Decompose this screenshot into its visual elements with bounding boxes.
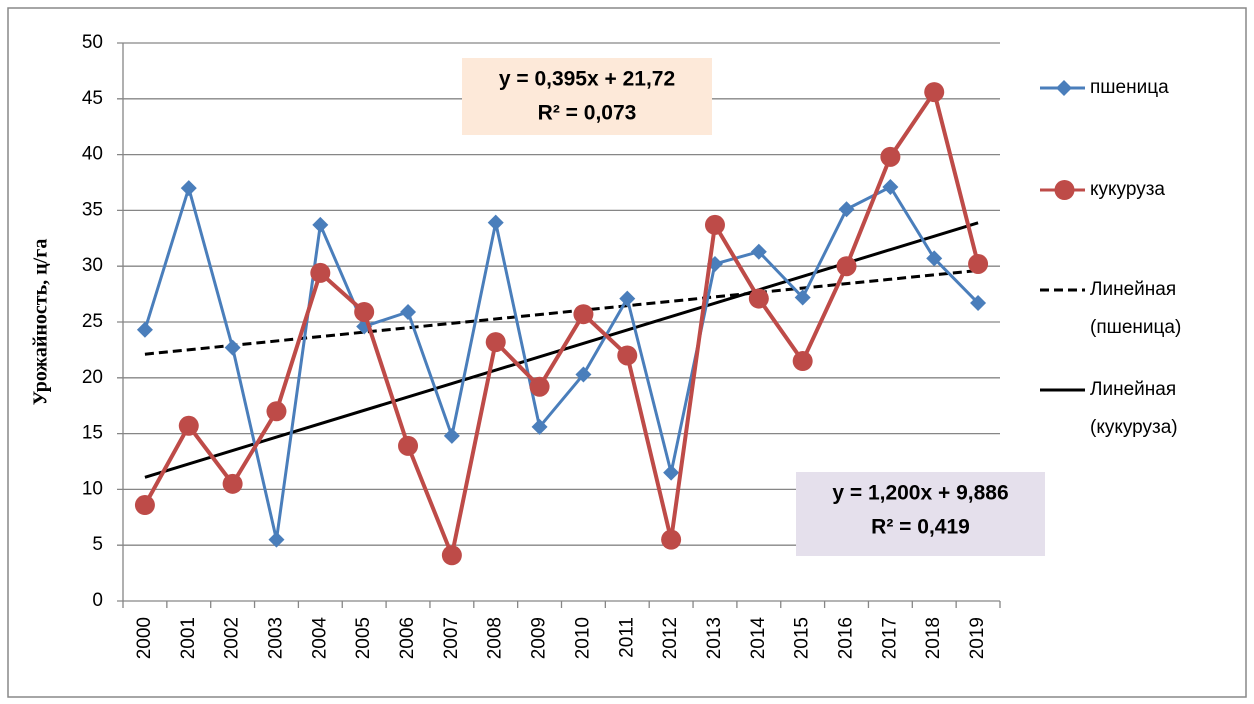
legend-label: кукуруза: [1090, 179, 1165, 200]
x-tick-label: 2006: [397, 617, 418, 659]
marker: [224, 339, 241, 356]
x-tick-label: 2017: [879, 617, 900, 659]
x-tick-label: 2005: [353, 617, 374, 659]
marker: [619, 290, 636, 307]
marker: [178, 415, 199, 436]
y-tick-label: 35: [82, 199, 103, 220]
x-tick-label: 2003: [265, 617, 286, 659]
y-tick-label: 15: [82, 423, 103, 444]
legend-label: Линейная (пшеница): [1090, 279, 1182, 338]
marker: [400, 303, 417, 320]
marker: [970, 295, 987, 312]
legend-marker: [1054, 180, 1075, 200]
y-tick-label: 0: [92, 590, 103, 611]
y-tick-label: 45: [82, 88, 103, 109]
x-tick-label: 2011: [616, 617, 637, 658]
y-tick-label: 50: [82, 32, 103, 53]
x-tick-label: 2007: [441, 617, 462, 659]
y-tick-label: 30: [82, 255, 103, 276]
marker: [398, 435, 419, 456]
x-tick-label: 2018: [923, 617, 944, 659]
x-tick-label: 2010: [572, 617, 593, 659]
x-tick-label: 2019: [967, 617, 988, 659]
marker: [838, 201, 855, 218]
y-axis-label: Урожайность, ц/га: [30, 239, 52, 406]
marker: [310, 262, 331, 283]
x-tick-label: 2016: [836, 617, 857, 659]
marker: [136, 321, 153, 338]
annotation-text: R² = 0,073: [538, 102, 637, 125]
marker: [968, 253, 989, 274]
marker: [485, 332, 506, 353]
marker: [792, 351, 813, 372]
x-tick-label: 2012: [660, 617, 681, 659]
legend-label: пшеница: [1090, 77, 1169, 98]
marker: [354, 301, 375, 322]
x-tick-label: 2008: [485, 617, 506, 659]
x-tick-label: 2009: [529, 617, 550, 659]
x-tick-label: 2013: [704, 617, 725, 659]
marker: [794, 289, 811, 306]
marker: [575, 366, 592, 383]
marker: [704, 214, 725, 235]
x-tick-label: 2015: [792, 617, 813, 659]
marker: [312, 216, 329, 233]
marker: [880, 146, 901, 167]
x-tick-label: 2004: [309, 617, 330, 660]
marker: [617, 345, 638, 366]
marker: [268, 531, 285, 548]
legend-marker: [1056, 80, 1072, 96]
legend-label: Линейная (кукуруза): [1090, 379, 1178, 438]
marker: [750, 243, 767, 260]
marker: [882, 178, 899, 195]
annotation-text: R² = 0,419: [871, 516, 970, 539]
annotation-text: y = 0,395x + 21,72: [499, 68, 675, 91]
annotation-box: [796, 472, 1045, 556]
y-tick-label: 40: [82, 144, 103, 165]
marker: [531, 418, 548, 435]
y-tick-label: 20: [82, 367, 103, 388]
x-tick-label: 2000: [134, 617, 155, 659]
marker: [441, 545, 462, 566]
annotation-box: [462, 58, 712, 135]
marker: [266, 401, 287, 422]
marker: [661, 529, 682, 550]
marker: [573, 304, 594, 325]
marker: [924, 82, 945, 103]
x-tick-label: 2002: [222, 617, 243, 659]
marker: [180, 180, 197, 197]
marker: [134, 495, 155, 516]
series-line: [143, 87, 981, 563]
y-tick-label: 25: [82, 311, 103, 332]
marker: [836, 256, 857, 277]
marker: [222, 473, 243, 494]
marker: [487, 214, 504, 231]
series-line: [143, 182, 980, 540]
marker: [443, 427, 460, 444]
marker: [926, 250, 943, 267]
y-tick-label: 5: [92, 534, 103, 555]
x-tick-label: 2014: [748, 617, 769, 660]
marker: [663, 464, 680, 481]
marker: [748, 288, 769, 309]
annotation-text: y = 1,200x + 9,886: [832, 482, 1008, 505]
marker: [529, 376, 550, 397]
y-tick-label: 10: [82, 478, 103, 499]
x-tick-label: 2001: [178, 617, 199, 659]
